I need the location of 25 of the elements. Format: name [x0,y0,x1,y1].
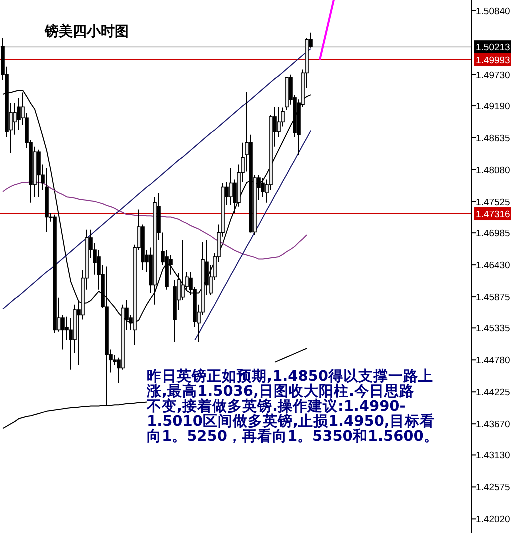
y-tick-label: 1.49730 [476,70,510,82]
y-tick-label: 1.44780 [476,356,510,367]
y-tick-label: 1.48080 [476,165,510,176]
annotation: 向1。5250，再看向1。5350和1.5600。 [147,429,439,445]
annotation: 1.5010区间做多英镑,止损1.4950,目标看 [147,414,435,430]
y-tick-label: 1.48635 [476,134,510,145]
ref-line-label: 1.49993 [476,55,510,66]
annotation: 涨,最高1.5036,日图收大阳柱.今日思路 [147,384,414,400]
ref-line-label: 1.50213 [476,42,510,54]
y-tick-label: 1.46985 [476,228,510,240]
text: 镑美四小时图 [44,23,129,40]
y-tick-label: 1.46430 [476,260,510,272]
ref-line-label: 1.47316 [476,210,510,221]
y-tick-label: 1.42575 [476,482,510,494]
y-tick-label: 1.43130 [476,450,510,462]
annotation: 昨日英镑正如预期,1.4850得以支撑一路上 [147,369,434,385]
y-tick-label: 1.50840 [476,6,510,18]
y-tick-label: 1.44225 [476,388,510,399]
y-tick-label: 1.42020 [476,514,510,526]
annotation: 不变,接着做多英镑.操作建议:1.4990- [147,399,406,415]
y-tick-label: 1.45335 [476,324,510,335]
y-tick-label: 1.49190 [476,102,510,113]
y-tick-label: 1.43670 [476,420,510,431]
y-tick-label: 1.45875 [476,292,510,304]
y-tick-label: 1.47525 [476,197,510,208]
